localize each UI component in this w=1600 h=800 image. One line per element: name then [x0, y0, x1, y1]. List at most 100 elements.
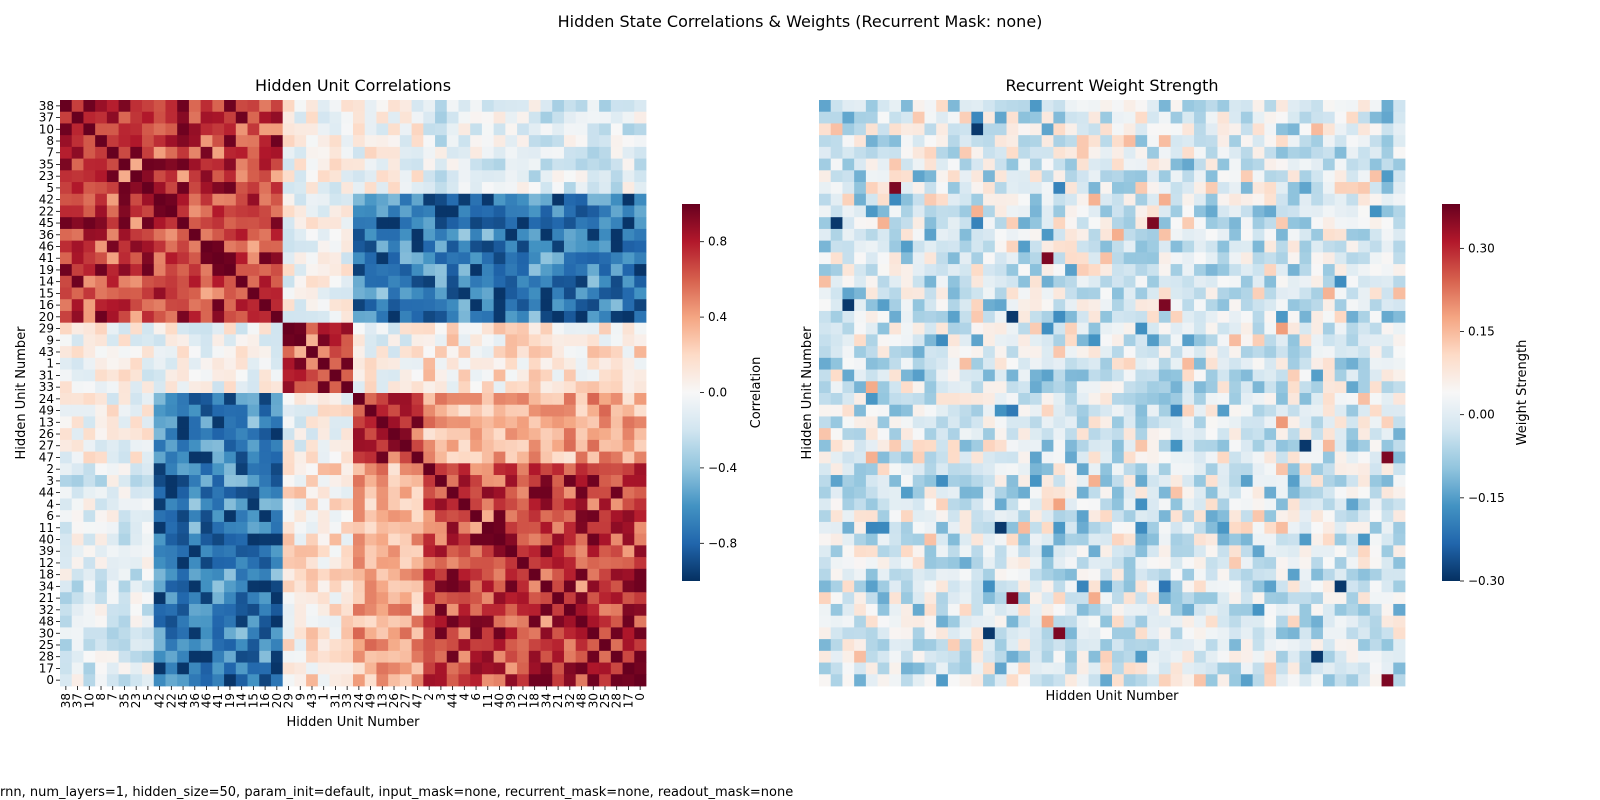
heatmap-cell — [830, 463, 843, 476]
heatmap-cell — [165, 111, 178, 124]
heatmap-cell — [224, 627, 237, 640]
heatmap-cell — [1252, 498, 1265, 511]
heatmap-cell — [1182, 533, 1195, 546]
heatmap-cell — [587, 393, 600, 406]
heatmap-cell — [329, 346, 342, 359]
heatmap-cell — [830, 100, 843, 113]
heatmap-cell — [1135, 428, 1148, 441]
heatmap-cell — [1369, 158, 1382, 171]
heatmap-cell — [1006, 615, 1019, 628]
heatmap-cell — [971, 404, 984, 417]
heatmap-cell — [1135, 334, 1148, 347]
heatmap-cell — [994, 322, 1007, 335]
heatmap-cell — [540, 252, 553, 265]
heatmap-cell — [854, 135, 867, 148]
heatmap-cell — [912, 182, 925, 195]
heatmap-cell — [1100, 240, 1113, 253]
heatmap-cell — [1041, 627, 1054, 640]
heatmap-cell — [983, 580, 996, 593]
heatmap-cell — [1240, 240, 1254, 253]
heatmap-cell — [165, 182, 178, 195]
heatmap-cell — [971, 451, 984, 464]
heatmap-cell — [1123, 603, 1136, 617]
heatmap-cell — [1182, 498, 1195, 511]
heatmap-cell — [165, 264, 178, 277]
heatmap-cell — [819, 182, 832, 195]
heatmap-cell — [165, 393, 178, 406]
heatmap-cell — [889, 603, 902, 617]
heatmap-cell — [470, 369, 483, 382]
heatmap-cell — [865, 475, 878, 488]
heatmap-cell — [1334, 310, 1347, 324]
heatmap-cell — [294, 674, 307, 687]
heatmap-cell — [1088, 416, 1101, 429]
heatmap-cell — [423, 158, 436, 171]
heatmap-cell — [446, 228, 459, 242]
heatmap-cell — [224, 264, 237, 277]
heatmap-cell — [1217, 580, 1230, 593]
heatmap-cell — [1393, 158, 1406, 171]
heatmap-cell — [889, 310, 902, 324]
heatmap-cell — [1264, 310, 1277, 324]
heatmap-cell — [306, 639, 319, 652]
heatmap-cell — [247, 463, 260, 476]
heatmap-cell — [1053, 228, 1066, 242]
heatmap-cell — [446, 123, 459, 136]
heatmap-cell — [901, 521, 914, 535]
heatmap-cell — [224, 346, 237, 359]
heatmap-cell — [587, 310, 600, 324]
heatmap-cell — [1088, 357, 1101, 370]
heatmap-cell — [1041, 275, 1054, 288]
heatmap-cell — [71, 334, 84, 347]
heatmap-cell — [458, 322, 471, 335]
heatmap-cell — [1346, 603, 1359, 617]
heatmap-cell — [552, 170, 565, 183]
heatmap-cell — [1029, 123, 1043, 136]
heatmap-cell — [819, 393, 832, 406]
heatmap-cell — [1029, 322, 1043, 335]
heatmap-cell — [587, 545, 600, 558]
heatmap-cell — [270, 123, 284, 136]
heatmap-cell — [1205, 463, 1218, 476]
heatmap-cell — [1029, 498, 1043, 511]
heatmap-cell — [924, 100, 937, 113]
heatmap-cell — [505, 592, 518, 605]
heatmap-cell — [1158, 252, 1171, 265]
heatmap-cell — [1299, 580, 1312, 593]
heatmap-cell — [329, 439, 342, 452]
heatmap-cell — [1287, 135, 1300, 148]
heatmap-cell — [599, 275, 612, 288]
heatmap-cell — [177, 662, 190, 675]
heatmap-cell — [399, 510, 412, 523]
heatmap-cell — [947, 193, 961, 206]
heatmap-cell — [1076, 451, 1089, 464]
heatmap-cell — [95, 170, 108, 183]
heatmap-cell — [411, 393, 424, 406]
heatmap-cell — [235, 275, 248, 288]
heatmap-cell — [1112, 182, 1125, 195]
heatmap-cell — [411, 228, 424, 242]
heatmap-cell — [399, 580, 412, 593]
heatmap-cell — [294, 146, 307, 159]
heatmap-cell — [1276, 264, 1289, 277]
heatmap-cell — [1194, 545, 1207, 558]
heatmap-cell — [1276, 217, 1289, 230]
heatmap-cell — [517, 557, 530, 570]
heatmap-cell — [1100, 111, 1113, 124]
heatmap-cell — [1158, 451, 1171, 464]
heatmap-cell — [60, 533, 73, 546]
heatmap-cell — [423, 287, 436, 300]
heatmap-cell — [423, 170, 436, 183]
heatmap-cell — [517, 346, 530, 359]
heatmap-cell — [177, 170, 190, 183]
heatmap-cell — [971, 603, 984, 617]
heatmap-cell — [1217, 182, 1230, 195]
heatmap-cell — [106, 182, 119, 195]
heatmap-cell — [889, 287, 902, 300]
heatmap-cell — [1123, 439, 1136, 452]
heatmap-cell — [1041, 252, 1054, 265]
heatmap-cell — [1123, 381, 1136, 394]
heatmap-cell — [634, 299, 647, 312]
heatmap-cell — [470, 135, 483, 148]
heatmap-cell — [517, 182, 530, 195]
